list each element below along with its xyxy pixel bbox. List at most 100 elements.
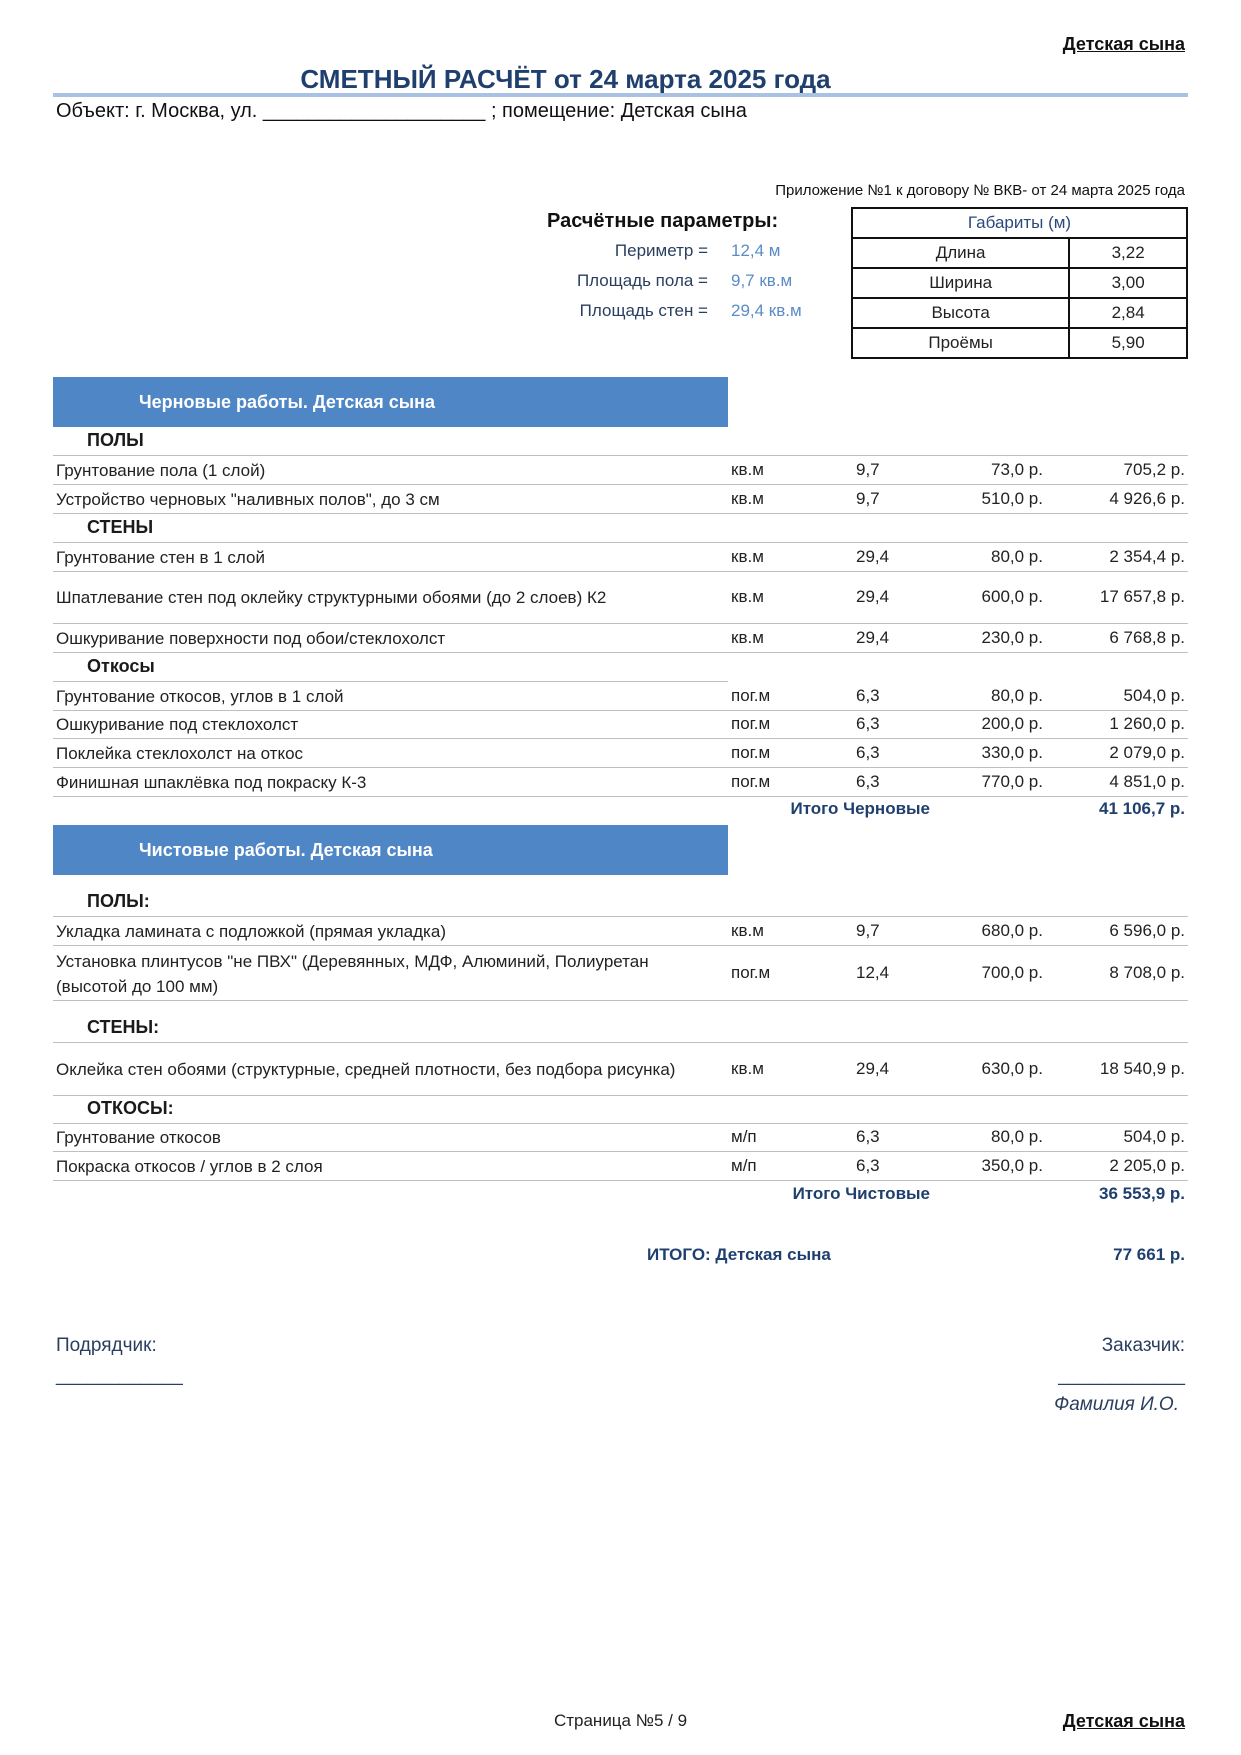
table-row: Укладка ламината с подложкой (прямая укл… — [53, 916, 1188, 946]
table-row: Поклейка стеклохолст на откос пог.м 6,3 330… — [53, 738, 1188, 768]
quantity-cell: 6,3 — [856, 1127, 880, 1146]
unit-cell: пог.м — [731, 714, 771, 733]
unit-cell: кв.м — [731, 459, 764, 479]
customer-name: Фамилия И.О. — [1054, 1394, 1179, 1415]
total-cell: 4 851,0 р. — [1109, 771, 1185, 791]
subsection-row: ПОЛЫ — [53, 427, 1188, 456]
total-cell: 2 205,0 р. — [1109, 1155, 1185, 1175]
dim-label: Ширина — [850, 267, 1071, 299]
work-name: Поклейка стеклохолст на откос — [56, 743, 304, 763]
table-row: Покраска откосов / углов в 2 слоя м/п 6,3 3… — [53, 1151, 1188, 1181]
work-name: Грунтование откосов, углов в 1 слой — [56, 686, 344, 706]
dim-value: 2,84 — [1068, 297, 1188, 329]
header-room-label: Детская сына — [1062, 34, 1185, 54]
work-name: Шпатлевание стен под оклейку структурным… — [56, 588, 607, 607]
total-cell: 4 926,6 р. — [1109, 488, 1185, 508]
total-cell: 8 708,0 р. — [1109, 962, 1185, 982]
quantity-cell: 6,3 — [856, 1155, 880, 1175]
dim-label: Длина — [850, 237, 1071, 269]
rough-section-header: Черновые работы. Детская сына — [53, 377, 728, 427]
price-cell: 510,0 р. — [981, 488, 1043, 508]
work-name: Грунтование пола (1 слой) — [56, 460, 266, 480]
total-cell: 17 657,8 р. — [1099, 587, 1185, 606]
total-cell: 504,0 р. — [1123, 1127, 1185, 1146]
param-perimeter-value: 12,4 м — [731, 241, 781, 260]
work-name: Ошкуривание поверхности под обои/стеклох… — [56, 628, 446, 648]
subsection-title: ПОЛЫ — [87, 430, 144, 450]
table-row: Грунтование откосов м/п 6,3 80,0 р. 504,0 р. — [53, 1123, 1188, 1152]
price-cell: 630,0 р. — [981, 1058, 1043, 1078]
object-line: Объект: г. Москва, ул. _________________… — [56, 100, 747, 122]
price-cell: 600,0 р. — [981, 587, 1043, 606]
quantity-cell: 12,4 — [856, 962, 890, 982]
price-cell: 680,0 р. — [981, 920, 1043, 940]
customer-signature-line: ____________ — [1058, 1365, 1185, 1386]
subsection-row: Откосы — [53, 652, 728, 682]
table-row: Грунтование откосов, углов в 1 слой пог.м… — [53, 681, 1188, 711]
table-row: Грунтование стен в 1 слой кв.м 29,4 80,0 р.… — [53, 542, 1188, 572]
price-cell: 80,0 р. — [991, 1127, 1043, 1146]
rough-subtotal-label: Итого Черновые — [790, 799, 930, 818]
total-cell: 2 354,4 р. — [1109, 546, 1185, 566]
table-row: Ошкуривание поверхности под обои/стеклох… — [53, 623, 1188, 653]
price-cell: 80,0 р. — [991, 685, 1043, 705]
quantity-cell: 6,3 — [856, 714, 880, 733]
unit-cell: кв.м — [731, 488, 764, 508]
subsection-title: ОТКОСЫ: — [87, 1098, 174, 1118]
dimensions-table: Габариты (м) Длина 3,22 Ширина 3,00 Высота… — [850, 207, 1188, 359]
dimensions-title: Габариты (м) — [851, 207, 1188, 239]
dim-label: Высота — [850, 297, 1071, 329]
table-row: Шпатлевание стен под оклейку структурным… — [53, 571, 1188, 624]
subsection-title: Откосы — [87, 656, 155, 676]
param-floor-label: Площадь пола = — [576, 271, 708, 290]
work-name: Покраска откосов / углов в 2 слоя — [56, 1156, 323, 1176]
price-cell: 770,0 р. — [981, 771, 1043, 791]
price-cell: 73,0 р. — [991, 459, 1043, 479]
quantity-cell: 9,7 — [856, 488, 880, 508]
table-row: Установка плинтусов "не ПВХ" (Деревянных… — [53, 945, 1188, 1001]
contractor-signature-line: ____________ — [56, 1365, 183, 1386]
dim-value: 5,90 — [1068, 327, 1188, 359]
page-title-text: СМЕТНЫЙ РАСЧЁТ от 24 марта 2025 года — [300, 64, 831, 94]
param-floor-value: 9,7 кв.м — [731, 271, 793, 290]
quantity-cell: 6,3 — [856, 742, 880, 762]
subsection-title: ПОЛЫ: — [87, 891, 150, 911]
finish-subtotal-value: 36 553,9 р. — [1098, 1184, 1185, 1203]
work-name: Грунтование откосов — [56, 1128, 221, 1147]
unit-cell: кв.м — [731, 920, 764, 940]
quantity-cell: 6,3 — [856, 685, 880, 705]
grand-total-label: ИТОГО: Детская сына — [647, 1245, 831, 1264]
unit-cell: м/п — [731, 1155, 757, 1175]
quantity-cell: 29,4 — [856, 627, 890, 647]
unit-cell: кв.м — [731, 546, 764, 566]
rough-subtotal-value: 41 106,7 р. — [1098, 799, 1185, 818]
price-cell: 230,0 р. — [981, 627, 1043, 647]
total-cell: 6 596,0 р. — [1109, 920, 1185, 940]
contractor-label: Подрядчик: — [56, 1335, 157, 1356]
unit-cell: пог.м — [731, 962, 771, 982]
table-row: Ошкуривание под стеклохолст пог.м 6,3 200,0… — [53, 710, 1188, 739]
footer-room-label: Детская сына — [1062, 1711, 1185, 1731]
unit-cell: пог.м — [731, 685, 771, 705]
quantity-cell: 9,7 — [856, 459, 880, 479]
total-cell: 18 540,9 р. — [1099, 1058, 1185, 1078]
price-cell: 350,0 р. — [981, 1155, 1043, 1175]
page-number: Страница №5 / 9 — [553, 1711, 688, 1730]
subsection-row: ПОЛЫ: — [53, 874, 1188, 917]
work-name: Укладка ламината с подложкой (прямая укл… — [56, 921, 446, 941]
page-title: СМЕТНЫЙ РАСЧЁТ от 24 марта 2025 года — [0, 64, 1241, 95]
params-title: Расчётные параметры: — [547, 210, 779, 232]
work-name: Ошкуривание под стеклохолст — [56, 715, 299, 734]
work-name: Грунтование стен в 1 слой — [56, 547, 265, 567]
appendix-line: Приложение №1 к договору № ВКВ- от 24 ма… — [775, 182, 1185, 199]
finish-section-header: Чистовые работы. Детская сына — [53, 825, 728, 875]
unit-cell: пог.м — [731, 742, 771, 762]
price-cell: 700,0 р. — [981, 962, 1043, 982]
subsection-title: СТЕНЫ — [87, 517, 154, 537]
total-cell: 1 260,0 р. — [1109, 714, 1185, 733]
dim-value: 3,00 — [1068, 267, 1188, 299]
total-cell: 504,0 р. — [1123, 685, 1185, 705]
quantity-cell: 9,7 — [856, 920, 880, 940]
work-name: Финишная шпаклёвка под покраску К-3 — [56, 772, 367, 792]
subsection-row: СТЕНЫ: — [53, 1000, 1188, 1043]
